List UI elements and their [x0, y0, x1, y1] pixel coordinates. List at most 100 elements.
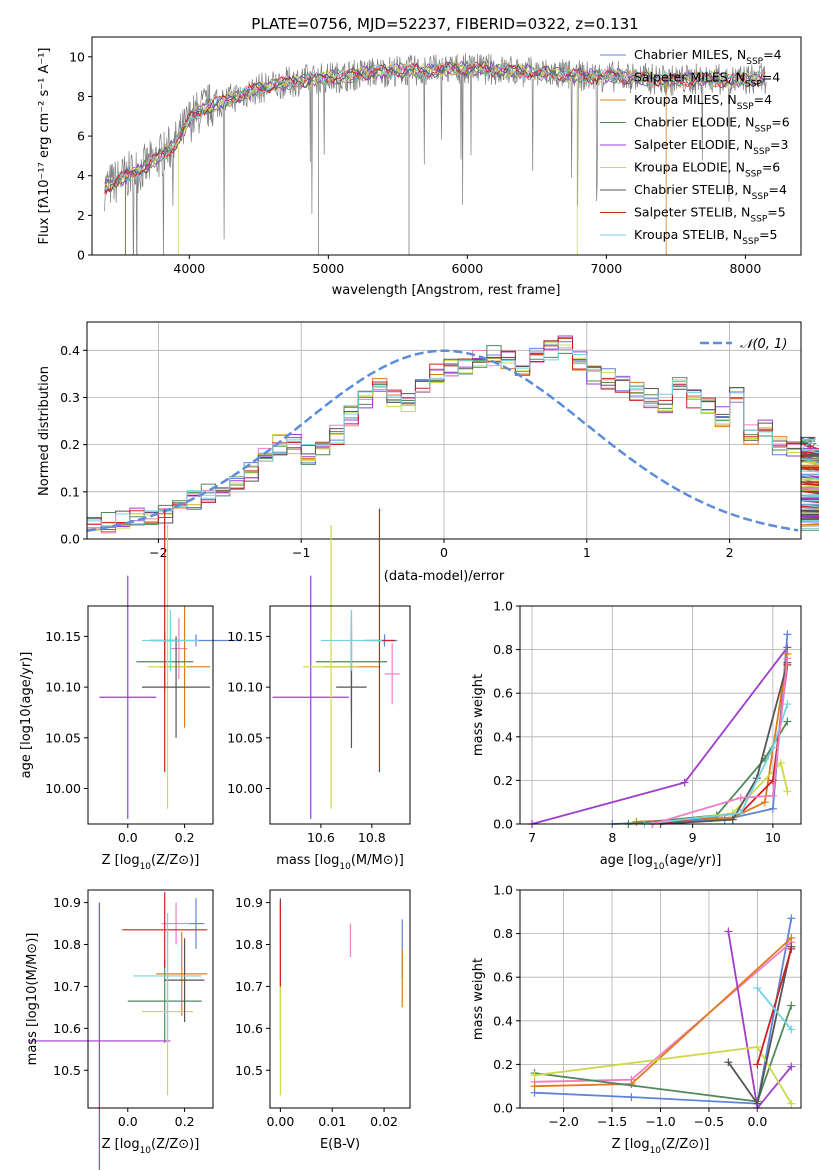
- x-axis-label: age [log10(age/yr)]: [600, 853, 722, 872]
- histogram-step-chabrier_elodie: [87, 345, 819, 531]
- axes-frame: [87, 605, 214, 825]
- weight-line-salpeter_miles: [534, 941, 792, 1083]
- y-tick-label: 10.6: [53, 1021, 81, 1036]
- y-tick-label: 0.6: [493, 970, 513, 985]
- y-tick-label: 10.00: [227, 781, 263, 796]
- y-tick-label: 0.1: [60, 484, 80, 499]
- spectrum-panel: 4000 5000 6000 7000 8000 0 2 4 6 8 10 wavelength [A…: [37, 36, 802, 298]
- y-tick-label: 10.8: [235, 937, 263, 952]
- x-tick-label: 0.01: [318, 1114, 346, 1129]
- y-tick-label: 8: [77, 89, 85, 104]
- y-tick-label: 10.05: [45, 730, 81, 745]
- y-tick-label: 10.00: [45, 781, 81, 796]
- x-tick-label: 1: [583, 545, 591, 560]
- axes-frame: [519, 605, 802, 825]
- axes-frame: [269, 605, 411, 825]
- weight-line-salpeter_stelib: [652, 664, 789, 825]
- y-tick-label: 1.0: [493, 883, 513, 898]
- x-axis-label: mass [log10(M/M⊙)]: [276, 853, 404, 872]
- residual-histogram-panel: −2 −1 0 1 2 0.0 0.1 0.2 0.3 0.4 𝒩(0, 1) (data-model…: [37, 321, 819, 584]
- y-axis-label: mass weight: [471, 958, 486, 1040]
- age-vs-metallicity-panel: 0.0 0.2 10.00 10.05 10.10 10.15 Z [log10(Z/Z⊙)…: [19, 508, 242, 872]
- x-tick-label: 0.02: [370, 1114, 398, 1129]
- y-tick-label: 10.8: [53, 937, 81, 952]
- y-tick-label: 10.10: [45, 680, 81, 695]
- legend-entry: Chabrier STELIB, NSSP=4: [634, 182, 787, 202]
- histogram-step-salpeter_stelib: [87, 337, 819, 527]
- weight-line-chabrier_miles: [534, 918, 793, 1105]
- mass-weight-vs-age-panel: 7 8 9 10 0.0 0.2 0.4 0.6 0.8 1.0 age [log10(age/yr…: [471, 599, 802, 872]
- y-tick-label: 2: [77, 208, 85, 223]
- y-tick-label: 0.2: [60, 437, 80, 452]
- x-axis-label: E(B-V): [320, 1137, 360, 1152]
- y-axis-label: Normed distribution: [37, 366, 52, 496]
- x-tick-label: −0.5: [694, 1114, 724, 1129]
- y-tick-label: 0.0: [60, 532, 80, 547]
- y-tick-label: 10.15: [227, 629, 263, 644]
- x-tick-label: 0.0: [118, 1114, 138, 1129]
- y-tick-label: 10.9: [235, 895, 263, 910]
- x-axis-label: (data-model)/error: [384, 569, 505, 584]
- x-tick-label: 0.2: [175, 830, 195, 845]
- legend-entry: Salpeter MILES, NSSP=4: [634, 70, 780, 90]
- y-tick-label: 1.0: [493, 599, 513, 614]
- x-tick-label: 9: [689, 830, 697, 845]
- y-tick-label: 10.6: [235, 1021, 263, 1036]
- x-axis-label: wavelength [Angstrom, rest frame]: [332, 283, 561, 298]
- y-tick-label: 0.2: [493, 773, 513, 788]
- y-axis-label: mass weight: [471, 674, 486, 756]
- y-axis-label: Flux [fλ10⁻¹⁷ erg cm⁻² s⁻¹ A⁻¹]: [37, 48, 52, 245]
- histogram-step-kroupa_elodie: [87, 342, 819, 530]
- model-line-kroupa_stelib: [104, 62, 766, 191]
- age-vs-mass-panel: 10.6 10.8 10.00 10.05 10.10 10.15 mass [log10(…: [227, 508, 411, 872]
- y-tick-label: 0.8: [493, 926, 513, 941]
- y-tick-label: 10.05: [227, 730, 263, 745]
- x-axis-label: Z [log10(Z/Z⊙)]: [102, 853, 200, 872]
- x-tick-label: 0: [440, 545, 448, 560]
- x-tick-label: 0.0: [747, 1114, 767, 1129]
- y-tick-label: 10.15: [45, 629, 81, 644]
- x-tick-label: 10: [765, 830, 781, 845]
- axes-frame: [86, 321, 802, 540]
- y-tick-label: 10.7: [235, 979, 263, 994]
- legend-entry: Kroupa MILES, NSSP=4: [634, 92, 772, 112]
- axes-frame: [519, 889, 802, 1109]
- axes-frame: [87, 889, 214, 1109]
- histogram-step-kroupa_stelib: [87, 349, 819, 529]
- y-tick-label: 10.5: [235, 1063, 263, 1078]
- y-tick-label: 10.7: [53, 979, 81, 994]
- mass-weight-vs-metallicity-panel: −2.0 −1.5 −1.0 −0.5 0.0 0.0 0.2 0.4 0.6 0.8 1.0 Z […: [471, 883, 802, 1156]
- x-tick-label: −1.0: [645, 1114, 675, 1129]
- model-line-kroupa_elodie: [104, 60, 766, 191]
- x-tick-label: 10.8: [358, 830, 386, 845]
- y-tick-label: 10.5: [53, 1063, 81, 1078]
- y-axis-label: age [log10(age/yr)]: [19, 652, 34, 779]
- weight-line-kroupa_miles: [534, 937, 792, 1088]
- y-tick-label: 0.2: [493, 1057, 513, 1072]
- y-tick-label: 10.10: [227, 680, 263, 695]
- x-tick-label: 8: [608, 830, 616, 845]
- y-tick-label: 10: [69, 49, 85, 64]
- x-tick-label: 8000: [729, 261, 761, 276]
- y-tick-label: 0.4: [493, 729, 513, 744]
- y-tick-label: 0.3: [60, 390, 80, 405]
- x-tick-label: −1.5: [597, 1114, 627, 1129]
- x-tick-label: 0.0: [118, 830, 138, 845]
- y-tick-label: 6: [77, 129, 85, 144]
- y-tick-label: 0.0: [493, 1101, 513, 1116]
- x-tick-label: 2: [726, 545, 734, 560]
- weight-line-salpeter_miles: [652, 658, 789, 825]
- x-tick-label: −2.0: [548, 1114, 578, 1129]
- legend-entry: Chabrier ELODIE, NSSP=6: [634, 115, 790, 135]
- y-tick-label: 0.6: [493, 686, 513, 701]
- legend-entry: 𝒩(0, 1): [740, 337, 787, 352]
- weight-line-salpeter_elodie: [727, 931, 792, 1111]
- mass-vs-ebv-panel: 0.00 0.01 0.02 10.5 10.6 10.7 10.8 10.9 E(B-V): [235, 889, 411, 1152]
- x-tick-label: 0.00: [266, 1114, 294, 1129]
- legend-entry: Salpeter ELODIE, NSSP=3: [634, 137, 788, 157]
- axes-frame: [91, 36, 802, 256]
- weight-line-salpeter_stelib: [756, 948, 793, 1065]
- mass-vs-metallicity-panel: 0.0 0.2 10.5 10.6 10.7 10.8 10.9 Z [log10(Z/Z⊙)…: [25, 889, 214, 1170]
- x-tick-label: 0.2: [175, 1114, 195, 1129]
